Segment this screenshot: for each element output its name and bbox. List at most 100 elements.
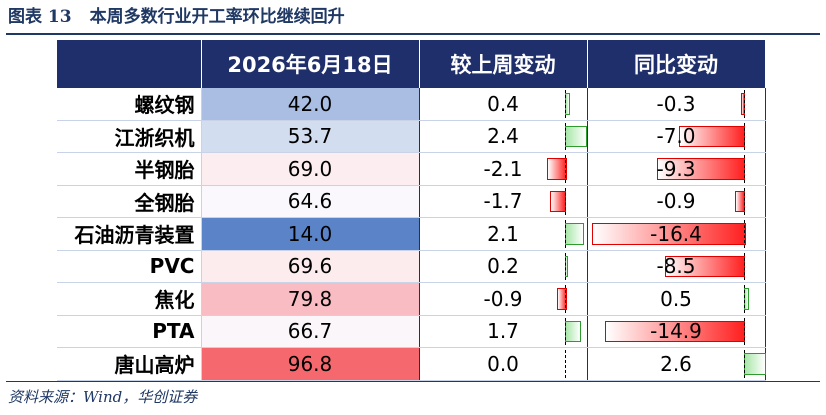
wow-value: 1.7	[487, 319, 519, 344]
table-row: 石油沥青装置 14.0 2.1 -16.4	[57, 217, 766, 251]
wow-axis	[564, 317, 566, 345]
table-row: 唐山高炉 96.8 0.0 2.6	[57, 347, 766, 381]
source-note: 资料来源：Wind，华创证券	[8, 388, 198, 406]
wow-value: 0.0	[487, 351, 519, 376]
row-yoy-change: 0.5	[587, 282, 766, 316]
row-name: 半钢胎	[57, 152, 202, 186]
yoy-bar	[678, 125, 746, 147]
table-row: 焦化 79.8 -0.9 0.5	[57, 282, 766, 316]
wow-axis	[564, 90, 566, 118]
wow-axis	[564, 285, 566, 313]
wow-value: -1.7	[483, 189, 523, 214]
header-row: 2026年6月18日 较上周变动 同比变动	[57, 40, 766, 88]
wow-bar	[564, 320, 581, 342]
wow-bar	[564, 125, 587, 147]
wow-axis	[564, 122, 566, 150]
yoy-value: -0.9	[656, 189, 696, 214]
yoy-bar	[740, 93, 746, 115]
wow-axis	[564, 220, 566, 248]
yoy-bar	[591, 223, 746, 245]
table-row: 半钢胎 69.0 -2.1 -9.3	[57, 152, 766, 186]
yoy-bar	[735, 190, 746, 212]
yoy-value: 0.5	[660, 286, 692, 311]
row-name: 全钢胎	[57, 185, 202, 218]
yoy-axis	[743, 350, 745, 378]
wow-bar	[564, 223, 584, 245]
wow-value: 2.4	[487, 124, 519, 149]
row-wow-change: 1.7	[419, 315, 588, 348]
row-yoy-change: -9.3	[587, 152, 766, 186]
wow-value: 0.2	[487, 254, 519, 279]
wow-bar	[557, 288, 567, 310]
wow-axis	[564, 187, 566, 215]
wow-value: -2.1	[483, 156, 523, 181]
yoy-value: -0.3	[656, 91, 696, 116]
row-yoy-change: -0.9	[587, 185, 766, 218]
yoy-axis	[743, 285, 745, 313]
row-rate: 69.0	[200, 152, 420, 186]
row-wow-change: 0.0	[419, 347, 588, 381]
wow-axis	[564, 252, 566, 280]
figure-number: 图表 13	[8, 7, 72, 27]
title-rule	[6, 33, 820, 35]
header-date: 2026年6月18日	[200, 40, 420, 88]
wow-value: -0.9	[483, 286, 523, 311]
row-name: 江浙织机	[57, 120, 202, 153]
yoy-axis	[743, 90, 745, 118]
row-yoy-change: -14.9	[587, 315, 766, 348]
yoy-bar	[664, 255, 746, 277]
yoy-value: 2.6	[660, 351, 692, 376]
table-row: 螺纹钢 42.0 0.4 -0.3	[57, 88, 766, 121]
row-yoy-change: 2.6	[587, 347, 766, 381]
row-wow-change: 2.1	[419, 217, 588, 251]
header-yoy: 同比变动	[586, 40, 766, 88]
footer-rule	[6, 381, 820, 382]
row-wow-change: -0.9	[419, 282, 588, 316]
figure-title: 图表 13 本周多数行业开工率环比继续回升	[8, 4, 345, 30]
header-wow: 较上周变动	[418, 40, 588, 88]
yoy-bar	[605, 320, 746, 342]
row-name: 焦化	[57, 282, 202, 316]
row-name: PTA	[57, 315, 202, 348]
yoy-axis	[743, 187, 745, 215]
row-wow-change: 0.4	[419, 88, 588, 121]
row-yoy-change: -8.5	[587, 250, 766, 283]
operating-rate-table: 2026年6月18日 较上周变动 同比变动 螺纹钢 42.0 0.4 -0.3 江浙织机…	[57, 40, 766, 381]
yoy-axis	[743, 252, 745, 280]
row-rate: 69.6	[200, 250, 420, 283]
row-rate: 42.0	[200, 88, 420, 121]
row-name: PVC	[57, 250, 202, 283]
row-rate: 66.7	[200, 315, 420, 348]
yoy-value: -9.3	[656, 156, 696, 181]
table-row: PTA 66.7 1.7 -14.9	[57, 315, 766, 348]
yoy-axis	[743, 220, 745, 248]
row-rate: 64.6	[200, 185, 420, 218]
wow-value: 2.1	[487, 221, 519, 246]
figure-title-text: 本周多数行业开工率环比继续回升	[89, 7, 345, 27]
yoy-value: -8.5	[656, 254, 696, 279]
row-name: 石油沥青装置	[57, 217, 202, 251]
row-wow-change: -1.7	[419, 185, 588, 218]
row-rate: 53.7	[200, 120, 420, 153]
yoy-axis	[743, 317, 745, 345]
yoy-bar	[657, 158, 746, 180]
row-rate: 14.0	[200, 217, 420, 251]
row-wow-change: -2.1	[419, 152, 588, 186]
row-rate: 96.8	[200, 347, 420, 381]
yoy-axis	[743, 122, 745, 150]
table-row: 全钢胎 64.6 -1.7 -0.9	[57, 185, 766, 218]
row-yoy-change: -0.3	[587, 88, 766, 121]
row-wow-change: 2.4	[419, 120, 588, 153]
wow-bar	[547, 158, 567, 180]
yoy-value: -7.0	[656, 124, 696, 149]
row-yoy-change: -7.0	[587, 120, 766, 153]
wow-axis	[564, 350, 566, 378]
wow-bar	[550, 190, 567, 212]
table-row: 江浙织机 53.7 2.4 -7.0	[57, 120, 766, 153]
wow-value: 0.4	[487, 91, 519, 116]
row-name: 螺纹钢	[57, 88, 202, 121]
row-name: 唐山高炉	[57, 347, 202, 381]
row-yoy-change: -16.4	[587, 217, 766, 251]
table-row: PVC 69.6 0.2 -8.5	[57, 250, 766, 283]
yoy-value: -16.4	[650, 221, 702, 246]
